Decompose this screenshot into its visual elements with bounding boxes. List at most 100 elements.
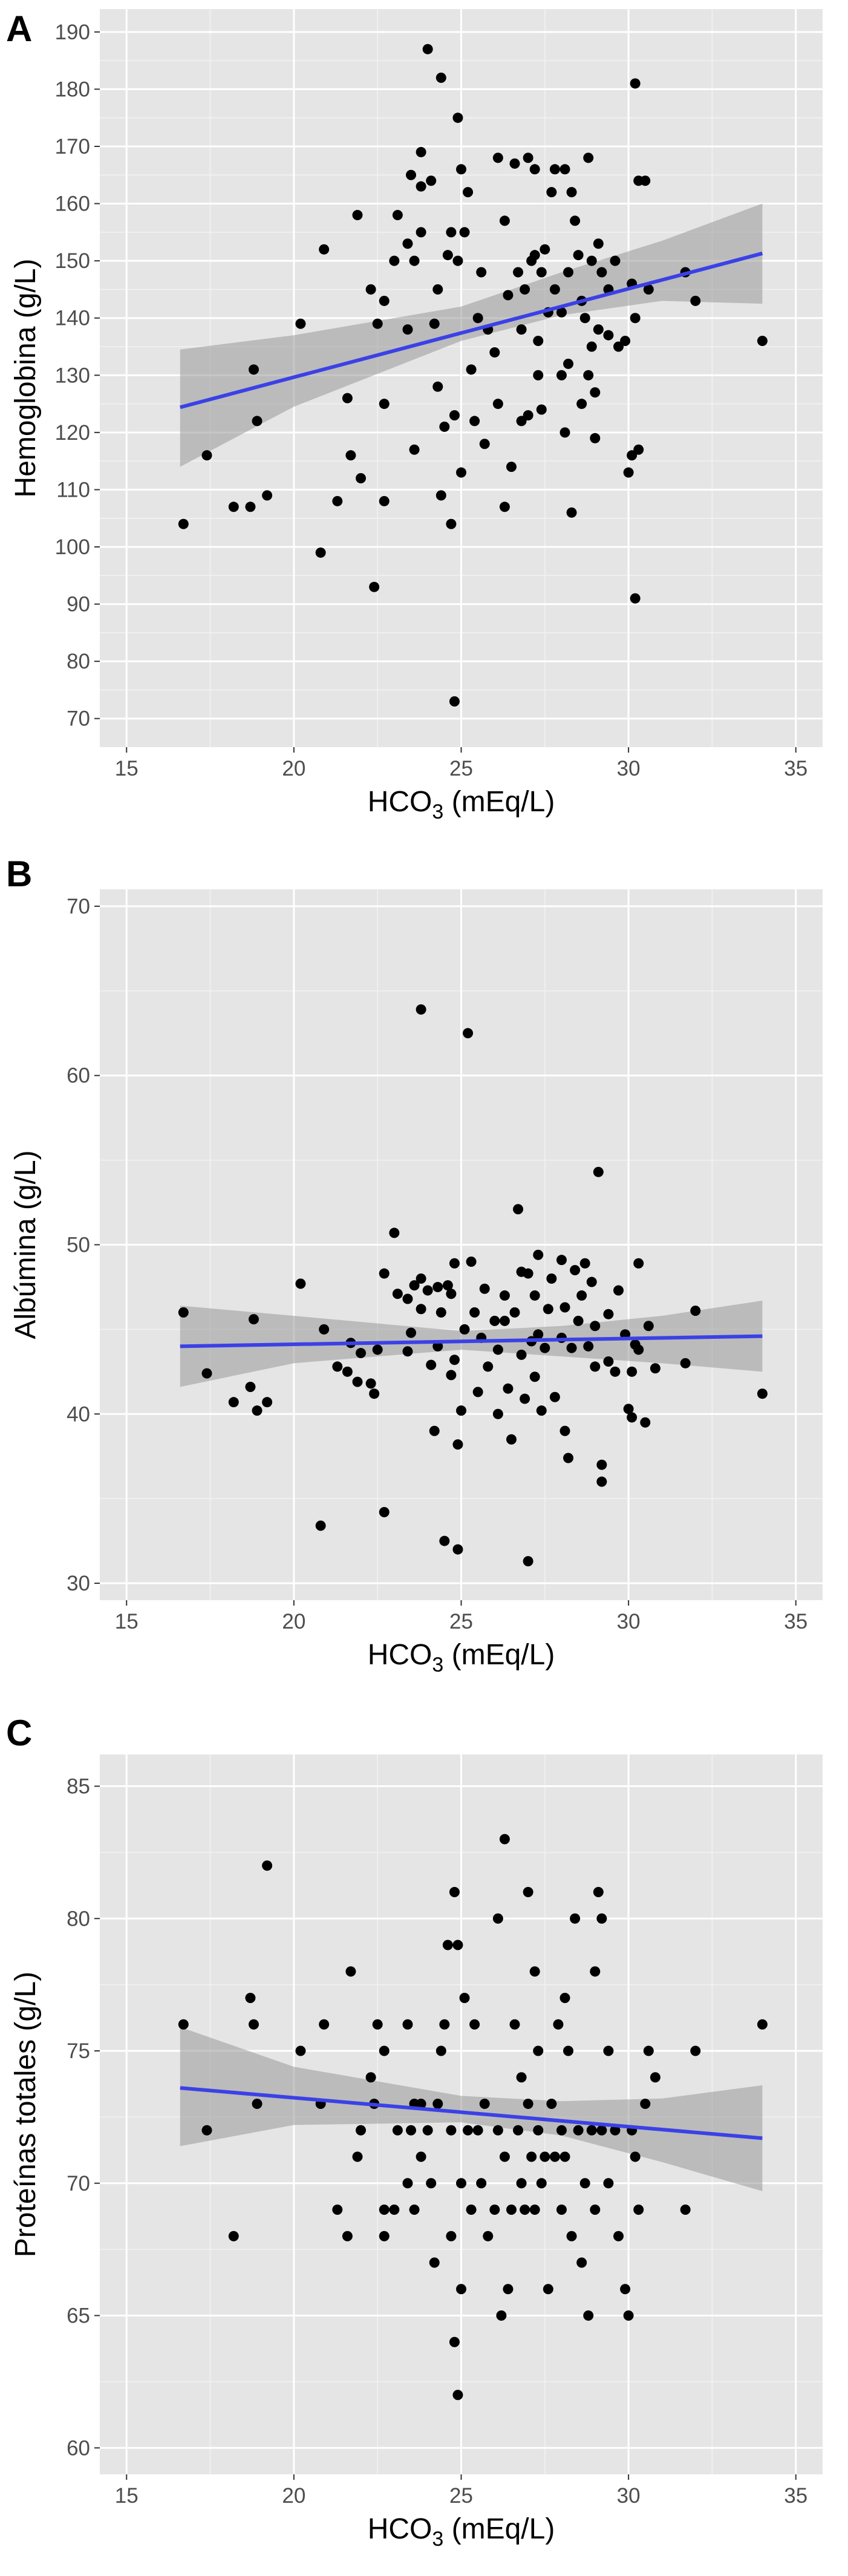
data-point (643, 1321, 654, 1332)
data-point (633, 444, 644, 455)
data-point (559, 2151, 570, 2162)
data-point (492, 1913, 503, 1924)
x-tick-label: 25 (449, 757, 473, 780)
data-point (540, 1342, 550, 1353)
data-point (506, 2205, 517, 2215)
data-point (342, 2231, 353, 2241)
data-point (690, 295, 701, 306)
data-point (586, 341, 597, 352)
data-point (432, 1341, 443, 1352)
data-point (549, 1391, 560, 1402)
data-point (523, 152, 533, 163)
data-point (489, 347, 500, 358)
y-tick-label: 110 (56, 478, 90, 502)
data-point (586, 255, 597, 266)
regression-line (180, 251, 763, 410)
data-point (379, 1268, 390, 1279)
data-point (543, 1304, 553, 1315)
data-point (593, 1166, 604, 1177)
data-point (563, 358, 574, 369)
data-point (536, 2178, 547, 2189)
data-point (520, 284, 530, 295)
data-point (509, 158, 520, 169)
data-point (389, 2205, 400, 2215)
data-point (643, 2045, 654, 2056)
data-point (757, 2019, 768, 2030)
data-point (603, 1356, 614, 1367)
data-point (435, 2045, 446, 2056)
data-point (252, 1405, 263, 1416)
data-point (228, 502, 239, 512)
x-tick-label: 35 (784, 2484, 807, 2508)
y-tick-label: 30 (67, 1572, 90, 1595)
data-point (549, 2151, 560, 2162)
data-point (459, 1993, 470, 2003)
data-point (449, 2336, 460, 2347)
data-point (446, 2231, 457, 2241)
data-point (546, 187, 557, 198)
data-point (573, 1315, 584, 1326)
data-point (513, 1204, 524, 1215)
data-point (516, 324, 527, 335)
data-point (459, 227, 470, 238)
data-point (402, 238, 413, 249)
y-axis-title: Proteínas totales (g/L) (10, 1972, 42, 2257)
data-point (379, 399, 390, 410)
data-point (499, 1315, 510, 1326)
data-point (452, 113, 463, 123)
x-tick-label: 35 (784, 1610, 807, 1633)
data-point (570, 1264, 581, 1275)
data-point (549, 164, 560, 175)
data-point (201, 450, 212, 461)
data-point (356, 2125, 367, 2136)
x-tick-label: 20 (282, 2484, 305, 2508)
data-point (479, 2099, 490, 2109)
data-point (449, 696, 460, 707)
x-tick-label: 25 (449, 1610, 473, 1633)
data-point (579, 2178, 590, 2189)
data-point (446, 1370, 457, 1381)
data-point (583, 370, 594, 381)
y-tick-label: 170 (55, 135, 90, 159)
panel-b: 15 20 25 30 35 30 40 50 60 70 HCO3 (mEq/L) Albúmina… (0, 841, 848, 1700)
data-point (332, 495, 343, 506)
data-point (435, 1307, 446, 1318)
data-point (248, 364, 259, 375)
data-point (499, 502, 510, 512)
data-point (503, 290, 514, 301)
data-point (516, 416, 527, 427)
data-points (178, 1004, 768, 1567)
data-point (573, 250, 584, 261)
data-point (452, 255, 463, 266)
data-point (640, 175, 651, 186)
data-point (392, 1289, 403, 1299)
data-point (379, 1507, 390, 1518)
data-point (643, 284, 654, 295)
data-point (442, 1940, 453, 1950)
major-gridlines (100, 889, 823, 1600)
data-point (228, 1397, 239, 1408)
data-point (252, 416, 263, 427)
data-point (526, 2151, 537, 2162)
data-point (429, 2257, 440, 2268)
data-point (409, 1280, 420, 1291)
data-point (392, 2125, 403, 2136)
data-point (489, 2205, 500, 2215)
y-tick-label: 60 (67, 1064, 90, 1088)
y-tick-label: 50 (67, 1234, 90, 1257)
data-point (556, 307, 567, 318)
data-point (576, 2257, 587, 2268)
data-point (650, 1363, 660, 1374)
y-axis-title: Hemoglobina (g/L) (10, 259, 42, 498)
data-point (456, 1405, 466, 1416)
scatter-chart-a: 15 20 25 30 35 70 80 90 100 110 120 130 140 150 160 170… (6, 8, 823, 823)
data-point (379, 295, 390, 306)
data-point (680, 1358, 691, 1368)
data-point (392, 209, 403, 220)
data-point (496, 2310, 507, 2321)
data-point (295, 1278, 306, 1289)
x-tick-label: 20 (282, 757, 305, 780)
data-point (579, 313, 590, 324)
y-tick-label: 70 (67, 895, 90, 918)
data-point (409, 2205, 420, 2215)
